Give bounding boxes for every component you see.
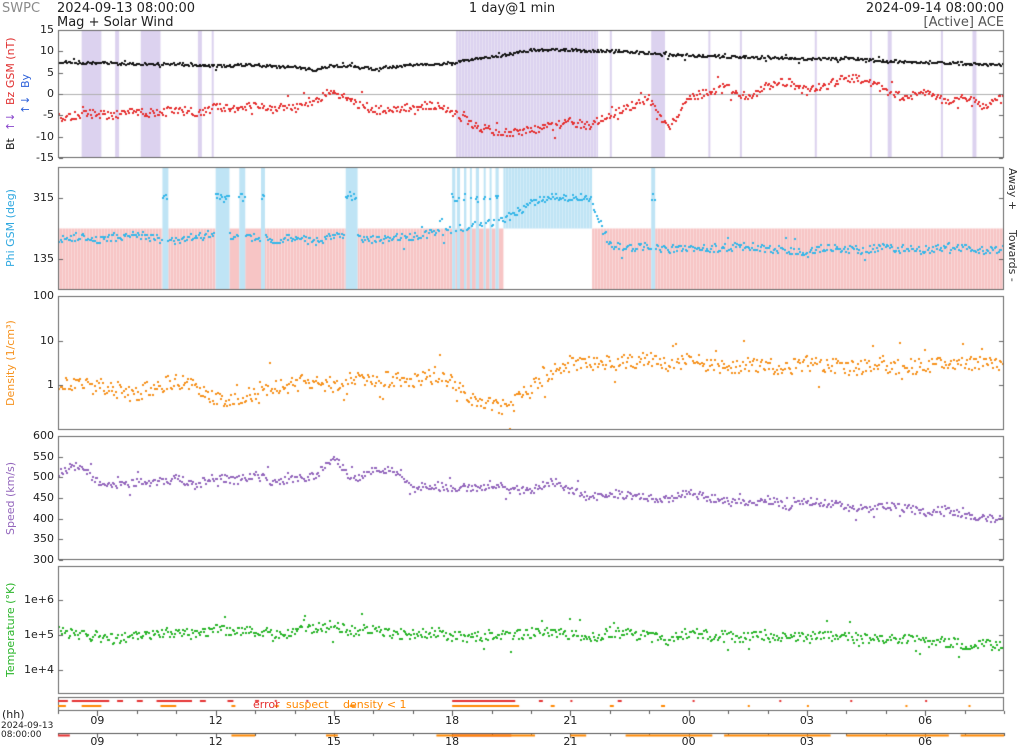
hour-tick-label: 12	[208, 735, 223, 748]
start-datetime: 2024-09-13 08:00:00	[57, 1, 196, 16]
y-tick-label: 400	[33, 511, 54, 525]
hour-tick-label: 15	[326, 714, 341, 727]
y-tick-label: 1e+5	[24, 627, 54, 641]
end-datetime: 2024-09-14 08:00:00	[865, 1, 1004, 16]
density-axis-title: Density (1/cm³)	[3, 296, 18, 430]
y-tick-label: 10	[40, 44, 54, 58]
y-tick-label: 15	[40, 23, 54, 36]
axis-start-date: 2024-09-13	[1, 721, 54, 731]
resolution-label: 1 day@1 min	[468, 1, 556, 16]
hour-unit-label: (hh)	[2, 708, 25, 721]
y-tick-label: 315	[33, 190, 54, 204]
y-tick-label: 300	[33, 553, 54, 566]
away-sector-label: Away +	[1006, 168, 1019, 211]
axis-start-clock: 08:00:00	[1, 730, 42, 740]
hour-tick-label: 15	[326, 735, 341, 748]
y-tick-label: 10	[40, 333, 54, 347]
density-flag-label: density < 1	[343, 698, 407, 711]
hour-tick-label: 12	[208, 714, 223, 727]
hour-tick-label: 21	[563, 735, 578, 748]
y-tick-label: 1e+4	[24, 662, 54, 676]
y-tick-label: 350	[33, 532, 54, 546]
hour-tick-label: 21	[563, 714, 578, 727]
y-tick-label: -5	[43, 108, 54, 122]
hour-tick-label: 18	[445, 714, 460, 727]
y-tick-label: 5	[47, 65, 54, 79]
y-tick-label: 450	[33, 491, 54, 504]
towards-sector-label: Towards -	[1006, 230, 1019, 282]
y-tick-label: 135	[33, 252, 54, 266]
y-tick-label: 1	[47, 378, 54, 392]
hour-tick-label: 06	[918, 735, 933, 748]
hour-tick-label: 00	[681, 735, 696, 748]
y-tick-label: -10	[36, 129, 54, 143]
y-tick-label: 550	[33, 449, 54, 463]
plot-title: Mag + Solar Wind	[57, 15, 174, 30]
y-tick-label: 500	[33, 470, 54, 484]
agency-label: SWPC	[2, 1, 41, 16]
hour-tick-label: 09	[90, 714, 105, 727]
source-status: [Active] ACE	[923, 15, 1004, 30]
hour-tick-label: 06	[918, 714, 933, 727]
suspect-flag-label: suspect	[286, 698, 329, 711]
hour-tick-label: 18	[445, 735, 460, 748]
error-flag-label: error	[253, 698, 280, 711]
hour-tick-label: 09	[90, 735, 105, 748]
phi-axis-title: Phi GSM (deg)	[3, 167, 18, 290]
y-tick-label: 0	[47, 87, 54, 100]
y-tick-label: -15	[36, 151, 54, 164]
y-tick-label: 100	[33, 289, 54, 302]
y-tick-label: 1e+6	[24, 592, 54, 606]
hour-tick-label: 00	[681, 714, 696, 727]
hour-tick-label: 03	[799, 735, 814, 748]
y-tick-label: 600	[33, 429, 54, 442]
hour-tick-label: 03	[799, 714, 814, 727]
